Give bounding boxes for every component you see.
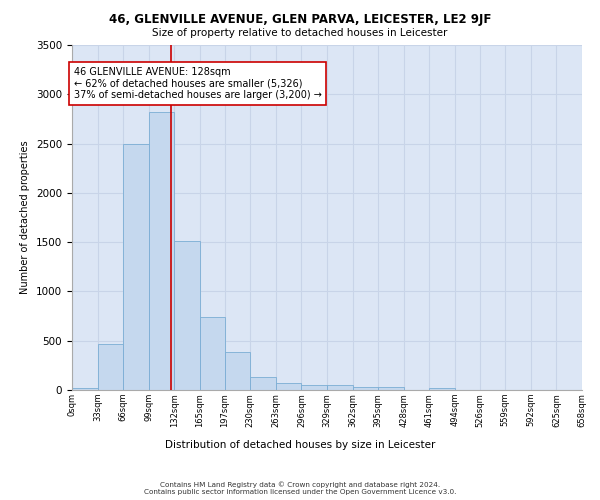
- Text: 46, GLENVILLE AVENUE, GLEN PARVA, LEICESTER, LE2 9JF: 46, GLENVILLE AVENUE, GLEN PARVA, LEICES…: [109, 12, 491, 26]
- Text: Contains HM Land Registry data © Crown copyright and database right 2024.
Contai: Contains HM Land Registry data © Crown c…: [144, 482, 456, 495]
- Bar: [301, 384, 327, 390]
- Bar: [378, 387, 404, 390]
- Bar: [72, 388, 98, 390]
- Y-axis label: Number of detached properties: Number of detached properties: [20, 140, 31, 294]
- Bar: [430, 388, 455, 390]
- Text: 46 GLENVILLE AVENUE: 128sqm
← 62% of detached houses are smaller (5,326)
37% of : 46 GLENVILLE AVENUE: 128sqm ← 62% of det…: [74, 66, 322, 100]
- Bar: [123, 144, 149, 390]
- Bar: [98, 344, 123, 390]
- Text: Distribution of detached houses by size in Leicester: Distribution of detached houses by size …: [165, 440, 435, 450]
- Bar: [353, 387, 378, 390]
- Bar: [327, 384, 353, 390]
- Bar: [149, 112, 175, 390]
- Bar: [200, 317, 224, 390]
- Bar: [175, 241, 200, 390]
- Text: Size of property relative to detached houses in Leicester: Size of property relative to detached ho…: [152, 28, 448, 38]
- Bar: [224, 352, 250, 390]
- Bar: [250, 376, 276, 390]
- Bar: [276, 383, 301, 390]
